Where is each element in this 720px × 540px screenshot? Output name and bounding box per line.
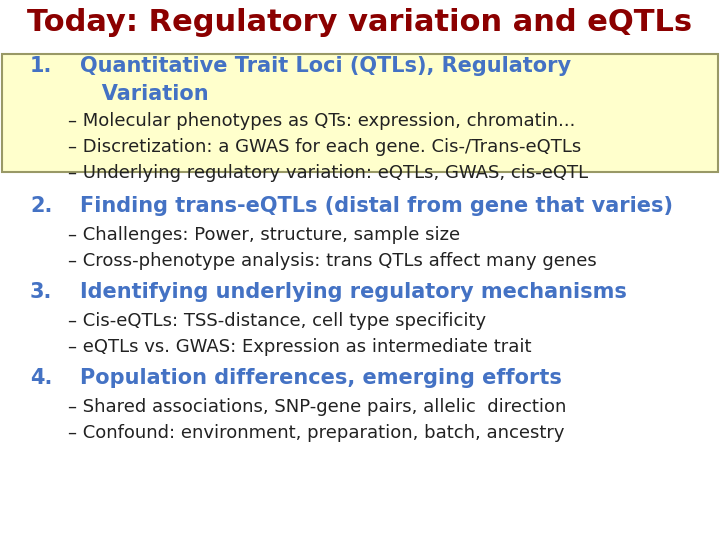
Text: 3.: 3.: [30, 282, 53, 302]
Text: Finding trans-eQTLs (distal from gene that varies): Finding trans-eQTLs (distal from gene th…: [80, 196, 673, 216]
Text: – Confound: environment, preparation, batch, ancestry: – Confound: environment, preparation, ba…: [68, 424, 564, 442]
Text: 2.: 2.: [30, 196, 53, 216]
Text: Identifying underlying regulatory mechanisms: Identifying underlying regulatory mechan…: [80, 282, 627, 302]
Text: – Cross-phenotype analysis: trans QTLs affect many genes: – Cross-phenotype analysis: trans QTLs a…: [68, 252, 597, 270]
FancyBboxPatch shape: [2, 54, 718, 172]
Text: Population differences, emerging efforts: Population differences, emerging efforts: [80, 368, 562, 388]
Text: – Underlying regulatory variation: eQTLs, GWAS, cis-eQTL: – Underlying regulatory variation: eQTLs…: [68, 164, 588, 182]
Text: – Challenges: Power, structure, sample size: – Challenges: Power, structure, sample s…: [68, 226, 460, 244]
Text: – Molecular phenotypes as QTs: expression, chromatin...: – Molecular phenotypes as QTs: expressio…: [68, 112, 575, 130]
Text: – Cis-eQTLs: TSS-distance, cell type specificity: – Cis-eQTLs: TSS-distance, cell type spe…: [68, 312, 486, 330]
Text: – eQTLs vs. GWAS: Expression as intermediate trait: – eQTLs vs. GWAS: Expression as intermed…: [68, 338, 531, 356]
Text: – Shared associations, SNP-gene pairs, allelic  direction: – Shared associations, SNP-gene pairs, a…: [68, 398, 567, 416]
Text: – Discretization: a GWAS for each gene. Cis-/Trans-eQTLs: – Discretization: a GWAS for each gene. …: [68, 138, 581, 156]
Text: 1.: 1.: [30, 56, 53, 76]
Text: Today: Regulatory variation and eQTLs: Today: Regulatory variation and eQTLs: [27, 8, 693, 37]
Text: Variation: Variation: [80, 84, 209, 104]
Text: Quantitative Trait Loci (QTLs), Regulatory: Quantitative Trait Loci (QTLs), Regulato…: [80, 56, 571, 76]
Text: 4.: 4.: [30, 368, 53, 388]
